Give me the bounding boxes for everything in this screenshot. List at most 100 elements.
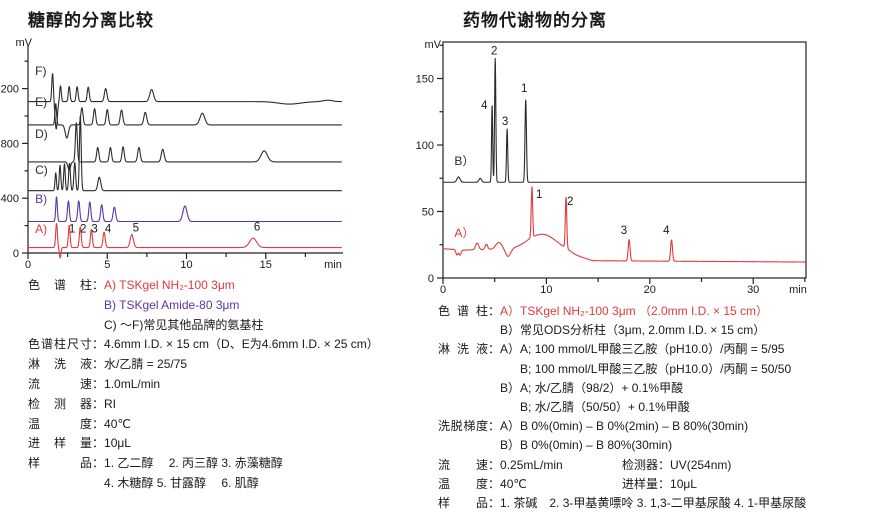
condition-value: 0.25mL/min (500, 456, 622, 475)
condition-value-part: B）A; 水/乙腈（98/2）+ 0.1%甲酸 (500, 380, 684, 395)
condition-label: 色谱柱 (438, 304, 488, 318)
drug-metabolite-chromatogram: 0 50 100 150 0 10 20 30 mV min B） A） 2 4 3 1 1 2 3 4 (416, 39, 807, 296)
label-colon: ： (488, 304, 501, 318)
traces (442, 58, 807, 263)
condition-value: A）TSKgel NH₂-100 3μm （2.0mm I.D. × 15 cm… (500, 304, 768, 318)
label-colon: ： (92, 337, 105, 352)
trace-C (27, 115, 343, 192)
peak-number-label: 3 (621, 225, 627, 237)
condition-value-part: 4. 木糖醇 5. 甘露醇 6. 肌醇 (104, 475, 259, 490)
peak-number-label: 2 (491, 46, 497, 58)
trace-A (442, 186, 807, 263)
condition-row-8: 流速：0.25mL/min 检测器：UV(254nm) (438, 456, 806, 475)
x-axis-unit: min (789, 284, 807, 296)
condition-value-part: 40℃ (500, 476, 527, 491)
condition-value: B）B 0%(0min) – B 80%(30min) (500, 438, 672, 452)
condition-label: 流速 (28, 376, 92, 391)
condition-row-8: 进样量：10μL (28, 434, 379, 454)
condition-value: RI (104, 397, 116, 411)
condition-label: 样品 (438, 496, 488, 511)
condition-row-1: ：B）常见ODS分析柱（3μm, 2.0mm I.D. × 15 cm） (438, 321, 806, 340)
condition-value-part: 4.6mm I.D. × 15 cm（D、E为4.6mm I.D. × 25 c… (104, 337, 379, 352)
label-colon: ： (488, 419, 501, 434)
condition-row-3: 色谱柱尺寸：4.6mm I.D. × 15 cm（D、E为4.6mm I.D. … (28, 335, 379, 355)
left-conditions-block: 色谱柱：A) TSKgel NH₂-100 3μm ：B) TSKgel Ami… (28, 276, 379, 494)
condition-value-part: 1. 茶碱 2. 3-甲基黄嘌呤 3. 1,3-二甲基尿酸 4. 1-甲基尿酸 (500, 496, 807, 511)
condition-value-part: A）A; 100 mmol/L甲酸三乙胺（pH10.0）/丙酮 = 5/95 (500, 342, 785, 357)
condition-label: 温度 (28, 416, 92, 431)
condition-value-2: UV(254nm) (670, 457, 732, 472)
condition-row-0: 色谱柱：A) TSKgel NH₂-100 3μm (28, 276, 379, 296)
condition-value-part: B）常见ODS分析柱（3μm, 2.0mm I.D. × 15 cm） (500, 323, 766, 338)
trace-label-A: A） (454, 226, 474, 240)
condition-value: 1. 乙二醇 2. 丙三醇 3. 赤藻糖醇 (104, 456, 283, 470)
y-tick-label: 0 (13, 248, 19, 260)
y-tick-label: 150 (416, 74, 434, 86)
y-tick-label: 1200 (0, 84, 19, 96)
trace-label-D: D) (35, 127, 48, 141)
annotations: B） A） 2 4 3 1 1 2 3 4 (454, 46, 670, 240)
trace-D (27, 122, 343, 171)
condition-value: 4.6mm I.D. × 15 cm（D、E为4.6mm I.D. × 25 c… (104, 337, 379, 351)
condition-value-part: A）B 0%(0min) – B 0%(2min) – B 80%(30min) (500, 419, 749, 434)
x-tick-label: 10 (540, 284, 552, 296)
x-tick-label: 20 (644, 284, 656, 296)
right-conditions-block: 色谱柱：A）TSKgel NH₂-100 3μm （2.0mm I.D. × 1… (438, 302, 806, 513)
condition-value: B; 100 mmol/L甲酸三乙胺（pH10.0）/丙酮 = 50/50 (520, 362, 791, 376)
condition-row-2: 淋洗液：A）A; 100 mmol/L甲酸三乙胺（pH10.0）/丙酮 = 5/… (438, 340, 806, 359)
x-axis-unit: min (324, 259, 342, 271)
peak-number-label: 2 (80, 223, 86, 235)
peak-number-label: 4 (105, 223, 112, 235)
condition-label: 色谱柱 (28, 278, 92, 292)
condition-label-2: 检测器： (622, 457, 671, 472)
condition-value-part: A）TSKgel NH₂-100 3μm （2.0mm I.D. × 15 cm… (500, 304, 768, 318)
trace-F (27, 73, 343, 130)
peak-number-label: 5 (133, 222, 139, 234)
label-colon: ： (92, 396, 105, 411)
x-tick-label: 5 (104, 259, 110, 271)
condition-value-part: B; 100 mmol/L甲酸三乙胺（pH10.0）/丙酮 = 50/50 (520, 361, 792, 376)
x-tick-label: 10 (180, 259, 192, 271)
condition-label: 进样量 (28, 436, 92, 451)
condition-label: 流速 (438, 457, 488, 472)
condition-value-part: 1. 乙二醇 2. 丙三醇 3. 赤藻糖醇 (104, 456, 283, 471)
condition-label: 洗脱梯度 (438, 419, 488, 434)
peak-number-label: 2 (567, 196, 573, 208)
label-colon: ： (92, 416, 105, 431)
peak-number-label: 1 (521, 83, 527, 95)
x-tick-label: 30 (747, 284, 759, 296)
condition-value-2: 10μL (670, 476, 697, 491)
y-tick-label: 400 (1, 193, 19, 205)
condition-value: 1.0mL/min (104, 377, 160, 391)
trace-B (442, 58, 807, 183)
peak-number-label: 3 (91, 223, 97, 235)
condition-value: C) ～F)常见其他品牌的氨基柱 (104, 318, 263, 332)
trace-label-A: A) (35, 222, 47, 236)
axes (437, 41, 807, 284)
condition-value-part: B; 水/乙腈（50/50）+ 0.1%甲酸 (520, 400, 690, 415)
condition-row-6: 洗脱梯度：A）B 0%(0min) – B 0%(2min) – B 80%(3… (438, 417, 806, 436)
condition-value-part: 0.25mL/min (500, 457, 563, 472)
trace-B (27, 196, 343, 223)
condition-value: 10μL (104, 436, 131, 450)
annotations: F) E) D) C) B) A) 1 2 3 4 5 6 (35, 64, 260, 236)
trace-A (27, 223, 343, 259)
x-tick-label: 15 (260, 259, 272, 271)
condition-row-0: 色谱柱：A）TSKgel NH₂-100 3μm （2.0mm I.D. × 1… (438, 302, 806, 321)
condition-label: 检测器 (28, 396, 92, 411)
condition-row-9: 样品：1. 乙二醇 2. 丙三醇 3. 赤藻糖醇 (28, 454, 379, 474)
condition-label: 样品 (28, 456, 92, 471)
condition-value: A）B 0%(0min) – B 0%(2min) – B 80%(30min) (500, 419, 748, 433)
peak-number-label: 6 (254, 221, 260, 233)
label-colon: ： (92, 357, 105, 372)
condition-value: B）常见ODS分析柱（3μm, 2.0mm I.D. × 15 cm） (500, 323, 765, 337)
condition-value-part: B）B 0%(0min) – B 80%(30min) (500, 438, 673, 453)
left-chart-title: 糖醇的分离比较 (28, 11, 154, 30)
y-axis-unit: mV (425, 39, 442, 51)
condition-row-10: 样品：1. 茶碱 2. 3-甲基黄嘌呤 3. 1,3-二甲基尿酸 4. 1-甲基… (438, 494, 806, 513)
condition-value-part: 40℃ (104, 416, 131, 431)
condition-value-part: 10μL (104, 436, 131, 451)
peak-number-label: 4 (481, 100, 488, 112)
y-tick-label: 100 (416, 140, 434, 152)
